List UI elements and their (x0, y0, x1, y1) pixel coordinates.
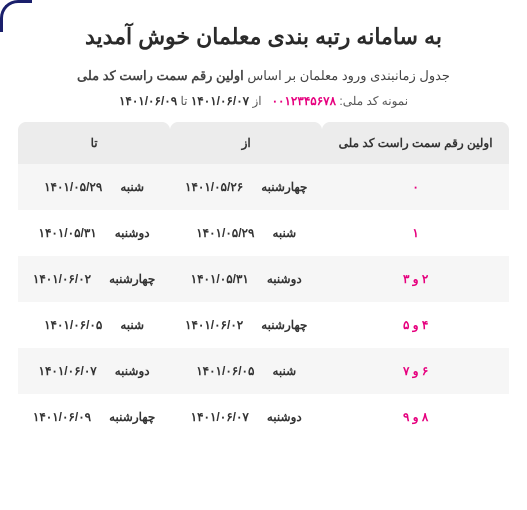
table-row: ۶ و ۷ شنبه ۱۴۰۱/۰۶/۰۵ دوشنبه ۱۴۰۱/۰۶/۰۷ (18, 348, 509, 394)
to-dayname: شنبه (120, 318, 144, 332)
corner-decoration (0, 0, 32, 32)
to-cell: دوشنبه ۱۴۰۱/۰۶/۰۷ (18, 348, 170, 394)
sample-code: ۰۰۱۲۳۴۵۶۷۸ (272, 94, 336, 108)
table-row: ۰ چهارشنبه ۱۴۰۱/۰۵/۲۶ شنبه ۱۴۰۱/۰۵/۲۹ (18, 164, 509, 210)
to-datenum: ۱۴۰۱/۰۶/۰۵ (44, 318, 102, 332)
table-header-row: اولین رقم سمت راست کد ملی از تا (18, 122, 509, 164)
to-datenum: ۱۴۰۱/۰۵/۳۱ (39, 226, 97, 240)
to-datenum: ۱۴۰۱/۰۶/۰۷ (39, 364, 97, 378)
from-cell: دوشنبه ۱۴۰۱/۰۶/۰۷ (170, 394, 322, 440)
to-cell: شنبه ۱۴۰۱/۰۵/۲۹ (18, 164, 170, 210)
from-dayname: شنبه (272, 364, 296, 378)
to-cell: چهارشنبه ۱۴۰۱/۰۶/۰۲ (18, 256, 170, 302)
range-from-label: از (252, 94, 261, 108)
range-from-date: ۱۴۰۱/۰۶/۰۷ (191, 94, 249, 108)
sample-label: نمونه کد ملی: (339, 94, 408, 108)
to-dayname: شنبه (120, 180, 144, 194)
digit-cell: ۰ (322, 164, 509, 210)
from-dayname: چهارشنبه (261, 180, 307, 194)
col-to: تا (18, 122, 170, 164)
table-body: ۰ چهارشنبه ۱۴۰۱/۰۵/۲۶ شنبه ۱۴۰۱/۰۵/۲۹ ۱ شنبه ۱۴… (18, 164, 509, 440)
from-datenum: ۱۴۰۱/۰۶/۰۵ (196, 364, 254, 378)
table-row: ۸ و ۹ دوشنبه ۱۴۰۱/۰۶/۰۷ چهارشنبه ۱۴۰۱/۰۶/۰۹ (18, 394, 509, 440)
digit-cell: ۶ و ۷ (322, 348, 509, 394)
from-cell: دوشنبه ۱۴۰۱/۰۵/۳۱ (170, 256, 322, 302)
digit-cell: ۴ و ۵ (322, 302, 509, 348)
to-cell: شنبه ۱۴۰۱/۰۶/۰۵ (18, 302, 170, 348)
subtitle-bold: اولین رقم سمت راست کد ملی (77, 68, 244, 83)
from-cell: شنبه ۱۴۰۱/۰۶/۰۵ (170, 348, 322, 394)
from-datenum: ۱۴۰۱/۰۵/۲۶ (185, 180, 243, 194)
to-datenum: ۱۴۰۱/۰۶/۰۹ (33, 410, 91, 424)
from-cell: چهارشنبه ۱۴۰۱/۰۵/۲۶ (170, 164, 322, 210)
schedule-table: اولین رقم سمت راست کد ملی از تا ۰چهارشنب… (18, 122, 509, 440)
subtitle-pre: جدول زمانبندی ورود معلمان بر اساس (244, 68, 450, 83)
from-datenum: ۱۴۰۱/۰۶/۰۷ (191, 410, 249, 424)
from-datenum: ۱۴۰۱/۰۵/۲۹ (196, 226, 254, 240)
sample-line: نمونه کد ملی: ۰۰۱۲۳۴۵۶۷۸ از ۱۴۰۱/۰۶/۰۷ ت… (18, 94, 509, 108)
to-datenum: ۱۴۰۱/۰۵/۲۹ (44, 180, 102, 194)
from-cell: شنبه ۱۴۰۱/۰۵/۲۹ (170, 210, 322, 256)
col-digit: اولین رقم سمت راست کد ملی (322, 122, 509, 164)
from-dayname: شنبه (272, 226, 296, 240)
digit-cell: ۲ و ۳ (322, 256, 509, 302)
table-row: ۱ شنبه ۱۴۰۱/۰۵/۲۹ دوشنبه ۱۴۰۱/۰۵/۳۱ (18, 210, 509, 256)
subtitle: جدول زمانبندی ورود معلمان بر اساس اولین … (18, 68, 509, 84)
to-dayname: دوشنبه (115, 364, 150, 378)
from-datenum: ۱۴۰۱/۰۶/۰۲ (185, 318, 243, 332)
from-dayname: چهارشنبه (261, 318, 307, 332)
page-container: به سامانه رتبه بندی معلمان خوش آمدید جدو… (0, 0, 527, 440)
to-dayname: دوشنبه (115, 226, 150, 240)
range-to-label: تا (181, 94, 188, 108)
digit-cell: ۱ (322, 210, 509, 256)
from-dayname: دوشنبه (267, 410, 302, 424)
from-dayname: دوشنبه (267, 272, 302, 286)
page-title: به سامانه رتبه بندی معلمان خوش آمدید (18, 24, 509, 50)
to-cell: چهارشنبه ۱۴۰۱/۰۶/۰۹ (18, 394, 170, 440)
col-from: از (170, 122, 322, 164)
to-datenum: ۱۴۰۱/۰۶/۰۲ (33, 272, 91, 286)
range-to-date: ۱۴۰۱/۰۶/۰۹ (119, 94, 177, 108)
to-dayname: چهارشنبه (109, 410, 155, 424)
from-datenum: ۱۴۰۱/۰۵/۳۱ (191, 272, 249, 286)
to-dayname: چهارشنبه (109, 272, 155, 286)
digit-cell: ۸ و ۹ (322, 394, 509, 440)
table-row: ۴ و ۵ چهارشنبه ۱۴۰۱/۰۶/۰۲ شنبه ۱۴۰۱/۰۶/۰۵ (18, 302, 509, 348)
to-cell: دوشنبه ۱۴۰۱/۰۵/۳۱ (18, 210, 170, 256)
from-cell: چهارشنبه ۱۴۰۱/۰۶/۰۲ (170, 302, 322, 348)
table-row: ۲ و ۳ دوشنبه ۱۴۰۱/۰۵/۳۱ چهارشنبه ۱۴۰۱/۰۶/۰۲ (18, 256, 509, 302)
